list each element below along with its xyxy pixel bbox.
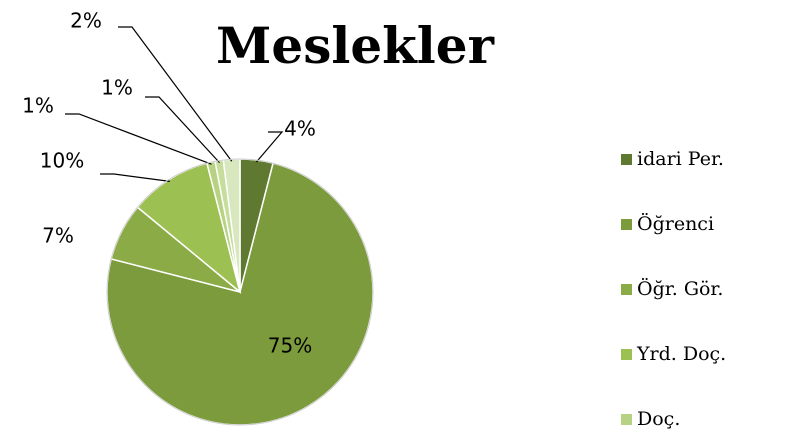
leader-line: [100, 173, 170, 182]
legend-swatch: [621, 219, 632, 230]
legend-label: Yrd. Doç.: [636, 343, 726, 365]
chart-title: Meslekler: [216, 16, 495, 75]
legend-swatch: [621, 284, 632, 295]
legend-swatch: [621, 414, 632, 425]
legend-label: Doç.: [637, 408, 680, 430]
leader-line: [65, 113, 212, 165]
data-label: 2%: [70, 9, 102, 33]
legend-swatch: [621, 349, 632, 360]
legend-label: idari Per.: [637, 148, 724, 170]
data-label: 4%: [284, 117, 316, 141]
pie-outline: [106, 158, 374, 426]
data-label: 7%: [42, 224, 74, 248]
legend-label: Öğr. Gör.: [637, 277, 723, 300]
data-label: 75%: [268, 334, 312, 358]
legend-swatch: [621, 154, 632, 165]
leader-line: [255, 131, 284, 163]
leader-line: [118, 26, 233, 162]
data-label: 1%: [101, 76, 133, 100]
data-label: 10%: [40, 149, 84, 173]
data-label: 1%: [22, 94, 54, 118]
legend-label: Öğrenci: [637, 212, 714, 235]
leader-line: [145, 96, 220, 164]
